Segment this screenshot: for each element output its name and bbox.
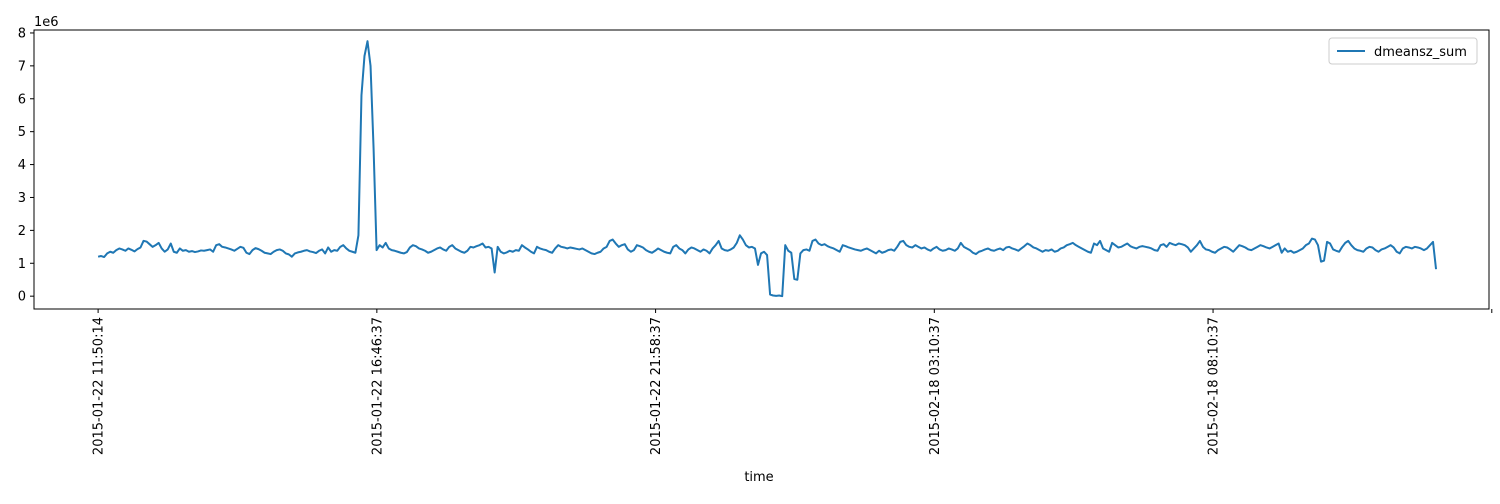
y-tick-label: 4 [18, 158, 26, 173]
plot-frame [33, 29, 1490, 310]
x-tick-label: 2015-01-22 21:58:37 [649, 317, 664, 455]
plot-area: 0 1 2 3 4 5 6 7 8 2015-01-22 11:50:14 2015-01-22 1… [18, 26, 1493, 455]
y-tick-label: 1 [18, 257, 26, 272]
y-scale-label: 1e6 [34, 15, 59, 30]
x-tick-label: 2015-01-22 11:50:14 [92, 317, 107, 455]
x-tick-label: 2015-02-18 08:10:37 [1207, 317, 1222, 455]
legend-frame [1328, 37, 1478, 65]
x-tick-label: 2015-01-22 16:46:37 [370, 317, 385, 455]
x-tick-label: 2015-02-18 03:10:37 [928, 317, 943, 455]
y-tick-label: 3 [18, 191, 26, 206]
legend-label: dmeansz_sum [1374, 45, 1467, 60]
y-tick-label: 7 [18, 59, 26, 74]
y-tick-label: 8 [18, 26, 26, 41]
y-tick-label: 5 [18, 125, 26, 140]
legend: dmeansz_sum [1328, 37, 1478, 65]
y-tick-label: 0 [18, 290, 26, 305]
y-tick-label: 2 [18, 224, 26, 239]
x-axis-label: time [744, 470, 773, 485]
y-tick-label: 6 [18, 92, 26, 107]
series-line-dmeansz-sum [97, 40, 1438, 298]
